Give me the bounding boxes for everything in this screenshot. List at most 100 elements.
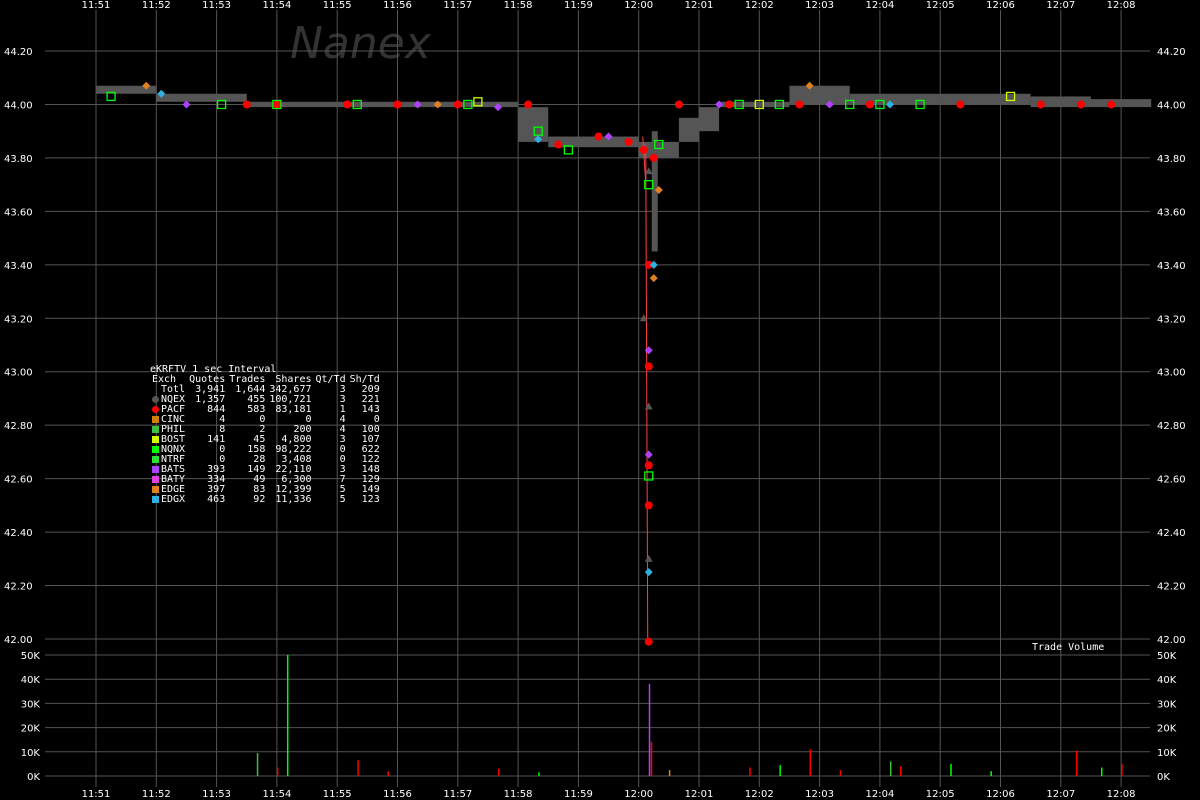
stats-cell-trades: 28 [253, 454, 266, 465]
quote-point [473, 97, 483, 107]
quote-point [915, 99, 925, 110]
x-tick-label: 11:59 [564, 0, 593, 11]
x-axis-top: 11:51 11:52 11:53 11:54 11:55 11:56 11:57 11:58… [82, 0, 1136, 11]
flash-crash-trace [642, 131, 658, 642]
x-tick-label: 12:04 [865, 789, 894, 800]
stats-cell-quotes: 334 [207, 474, 226, 485]
stats-cell-trades: 49 [253, 474, 266, 485]
stats-cell-trades: 455 [247, 394, 266, 405]
trade-point [1036, 100, 1045, 109]
stats-row: BOST 141 45 4,800 3 107 [150, 435, 382, 445]
x-tick-label: 12:08 [1107, 789, 1136, 800]
stats-cell-qt-td: 3 [339, 384, 346, 395]
y-tick-label: 44.00 [4, 100, 33, 111]
y-tick-label: 42.00 [1157, 635, 1186, 646]
nbbo-band-segment [719, 101, 790, 108]
y-tick-label: 43.20 [4, 314, 33, 325]
stats-cell-exch: PACF [150, 405, 187, 415]
stats-cell-quotes: 463 [207, 494, 226, 505]
legend-exch-label: EDGE [161, 484, 186, 495]
volume-bar [286, 655, 289, 776]
legend-swatch-icon [152, 395, 159, 403]
stats-cell-quotes: 1,357 [195, 394, 226, 405]
trade-point [956, 100, 965, 109]
nbbo-band-segment [638, 141, 679, 158]
nbbo-band-segment [1090, 99, 1152, 108]
volume-bars [256, 655, 1123, 776]
x-tick-label: 11:52 [142, 789, 171, 800]
x-tick-label: 12:04 [865, 0, 894, 11]
stats-row: PACF 844 583 83,181 1 143 [150, 405, 382, 415]
x-tick-label: 12:01 [685, 789, 714, 800]
nbbo-band-segment [518, 107, 549, 142]
nbbo-band-segment [789, 85, 850, 105]
trade-point [594, 132, 603, 141]
trade-point [805, 81, 814, 90]
trade-point [649, 153, 658, 162]
stats-cell-sh-td: 209 [361, 384, 380, 395]
stats-cell-sh-td: 122 [361, 454, 380, 465]
stats-cell-shares: 6,300 [281, 474, 312, 485]
x-tick-label: 12:03 [805, 0, 834, 11]
volume-tick-label: 40K [1157, 675, 1177, 686]
x-axis-bottom: 11:51 11:52 11:53 11:54 11:55 11:56 11:57 11:58… [82, 789, 1136, 800]
nbbo-band-segment [548, 136, 639, 148]
quote-point [644, 471, 654, 481]
x-tick-label: 11:59 [564, 789, 593, 800]
volume-bar [256, 753, 259, 776]
stats-cell-quotes: 393 [207, 464, 226, 475]
stats-title: eKRFTV 1 sec Interval [150, 364, 277, 375]
x-tick-label: 11:53 [202, 0, 231, 11]
legend-exch-label: CINC [161, 414, 186, 425]
stats-cell-quotes: 8 [219, 424, 226, 435]
stats-cell-exch: BOST [150, 435, 187, 445]
exchange-stats-table: eKRFTV 1 sec Interval Exch Quotes Trades… [150, 365, 382, 505]
y-tick-label: 43.80 [4, 154, 33, 165]
legend-swatch-icon [152, 465, 159, 473]
legend-swatch-icon [152, 405, 159, 413]
stats-cell-exch: NTRF [150, 455, 187, 465]
stats-cell-qt-td: 4 [339, 414, 346, 425]
quote-point [875, 99, 885, 110]
stats-cell-qt-td: 3 [339, 394, 346, 405]
legend-swatch-icon [152, 435, 159, 443]
volume-tick-label: 30K [1157, 699, 1177, 710]
quote-point [533, 126, 543, 136]
stats-cell-trades: 583 [247, 404, 266, 415]
watermark-text: Nanex [290, 18, 432, 69]
trade-point [554, 140, 563, 149]
trade-quote-markers [106, 81, 1116, 646]
x-tick-label: 11:58 [504, 789, 533, 800]
x-tick-label: 12:06 [986, 789, 1015, 800]
x-tick-label: 12:01 [685, 0, 714, 11]
stats-cell-shares: 12,399 [275, 484, 312, 495]
stats-cell-qt-td: 4 [339, 424, 346, 435]
legend-swatch-icon [152, 455, 159, 463]
x-tick-label: 11:54 [262, 0, 291, 11]
crash-trade-line [642, 136, 647, 185]
stats-row: NTRF 0 28 3,408 0 122 [150, 455, 382, 465]
y-tick-label: 44.20 [1157, 47, 1186, 58]
volume-tick-label: 20K [1157, 724, 1177, 735]
stats-cell-quotes: 844 [207, 404, 226, 415]
stats-row: CINC 4 0 0 4 0 [150, 415, 382, 425]
stats-cell-qt-td: 0 [339, 444, 346, 455]
y-tick-label: 43.40 [4, 261, 33, 272]
stats-cell-shares: 0 [305, 414, 312, 425]
volume-bar [357, 760, 359, 776]
x-tick-label: 11:55 [323, 789, 352, 800]
nbbo-band-segment [96, 85, 157, 94]
stats-cell-shares: 98,222 [275, 444, 312, 455]
legend-exch-label: BOST [161, 434, 186, 445]
quote-point [654, 139, 664, 150]
trade-point [644, 346, 653, 355]
trade-point [393, 100, 402, 109]
y-tick-label: 42.80 [1157, 421, 1186, 432]
nbbo-band-segment [940, 93, 1031, 105]
stats-row: Totl 3,941 1,644 342,677 3 209 [150, 385, 382, 395]
x-tick-label: 12:07 [1046, 0, 1075, 11]
trade-point [885, 100, 894, 109]
trade-point [649, 260, 658, 269]
stats-row: BATY 334 49 6,300 7 129 [150, 475, 382, 485]
volume-tick-label: 30K [21, 699, 41, 710]
